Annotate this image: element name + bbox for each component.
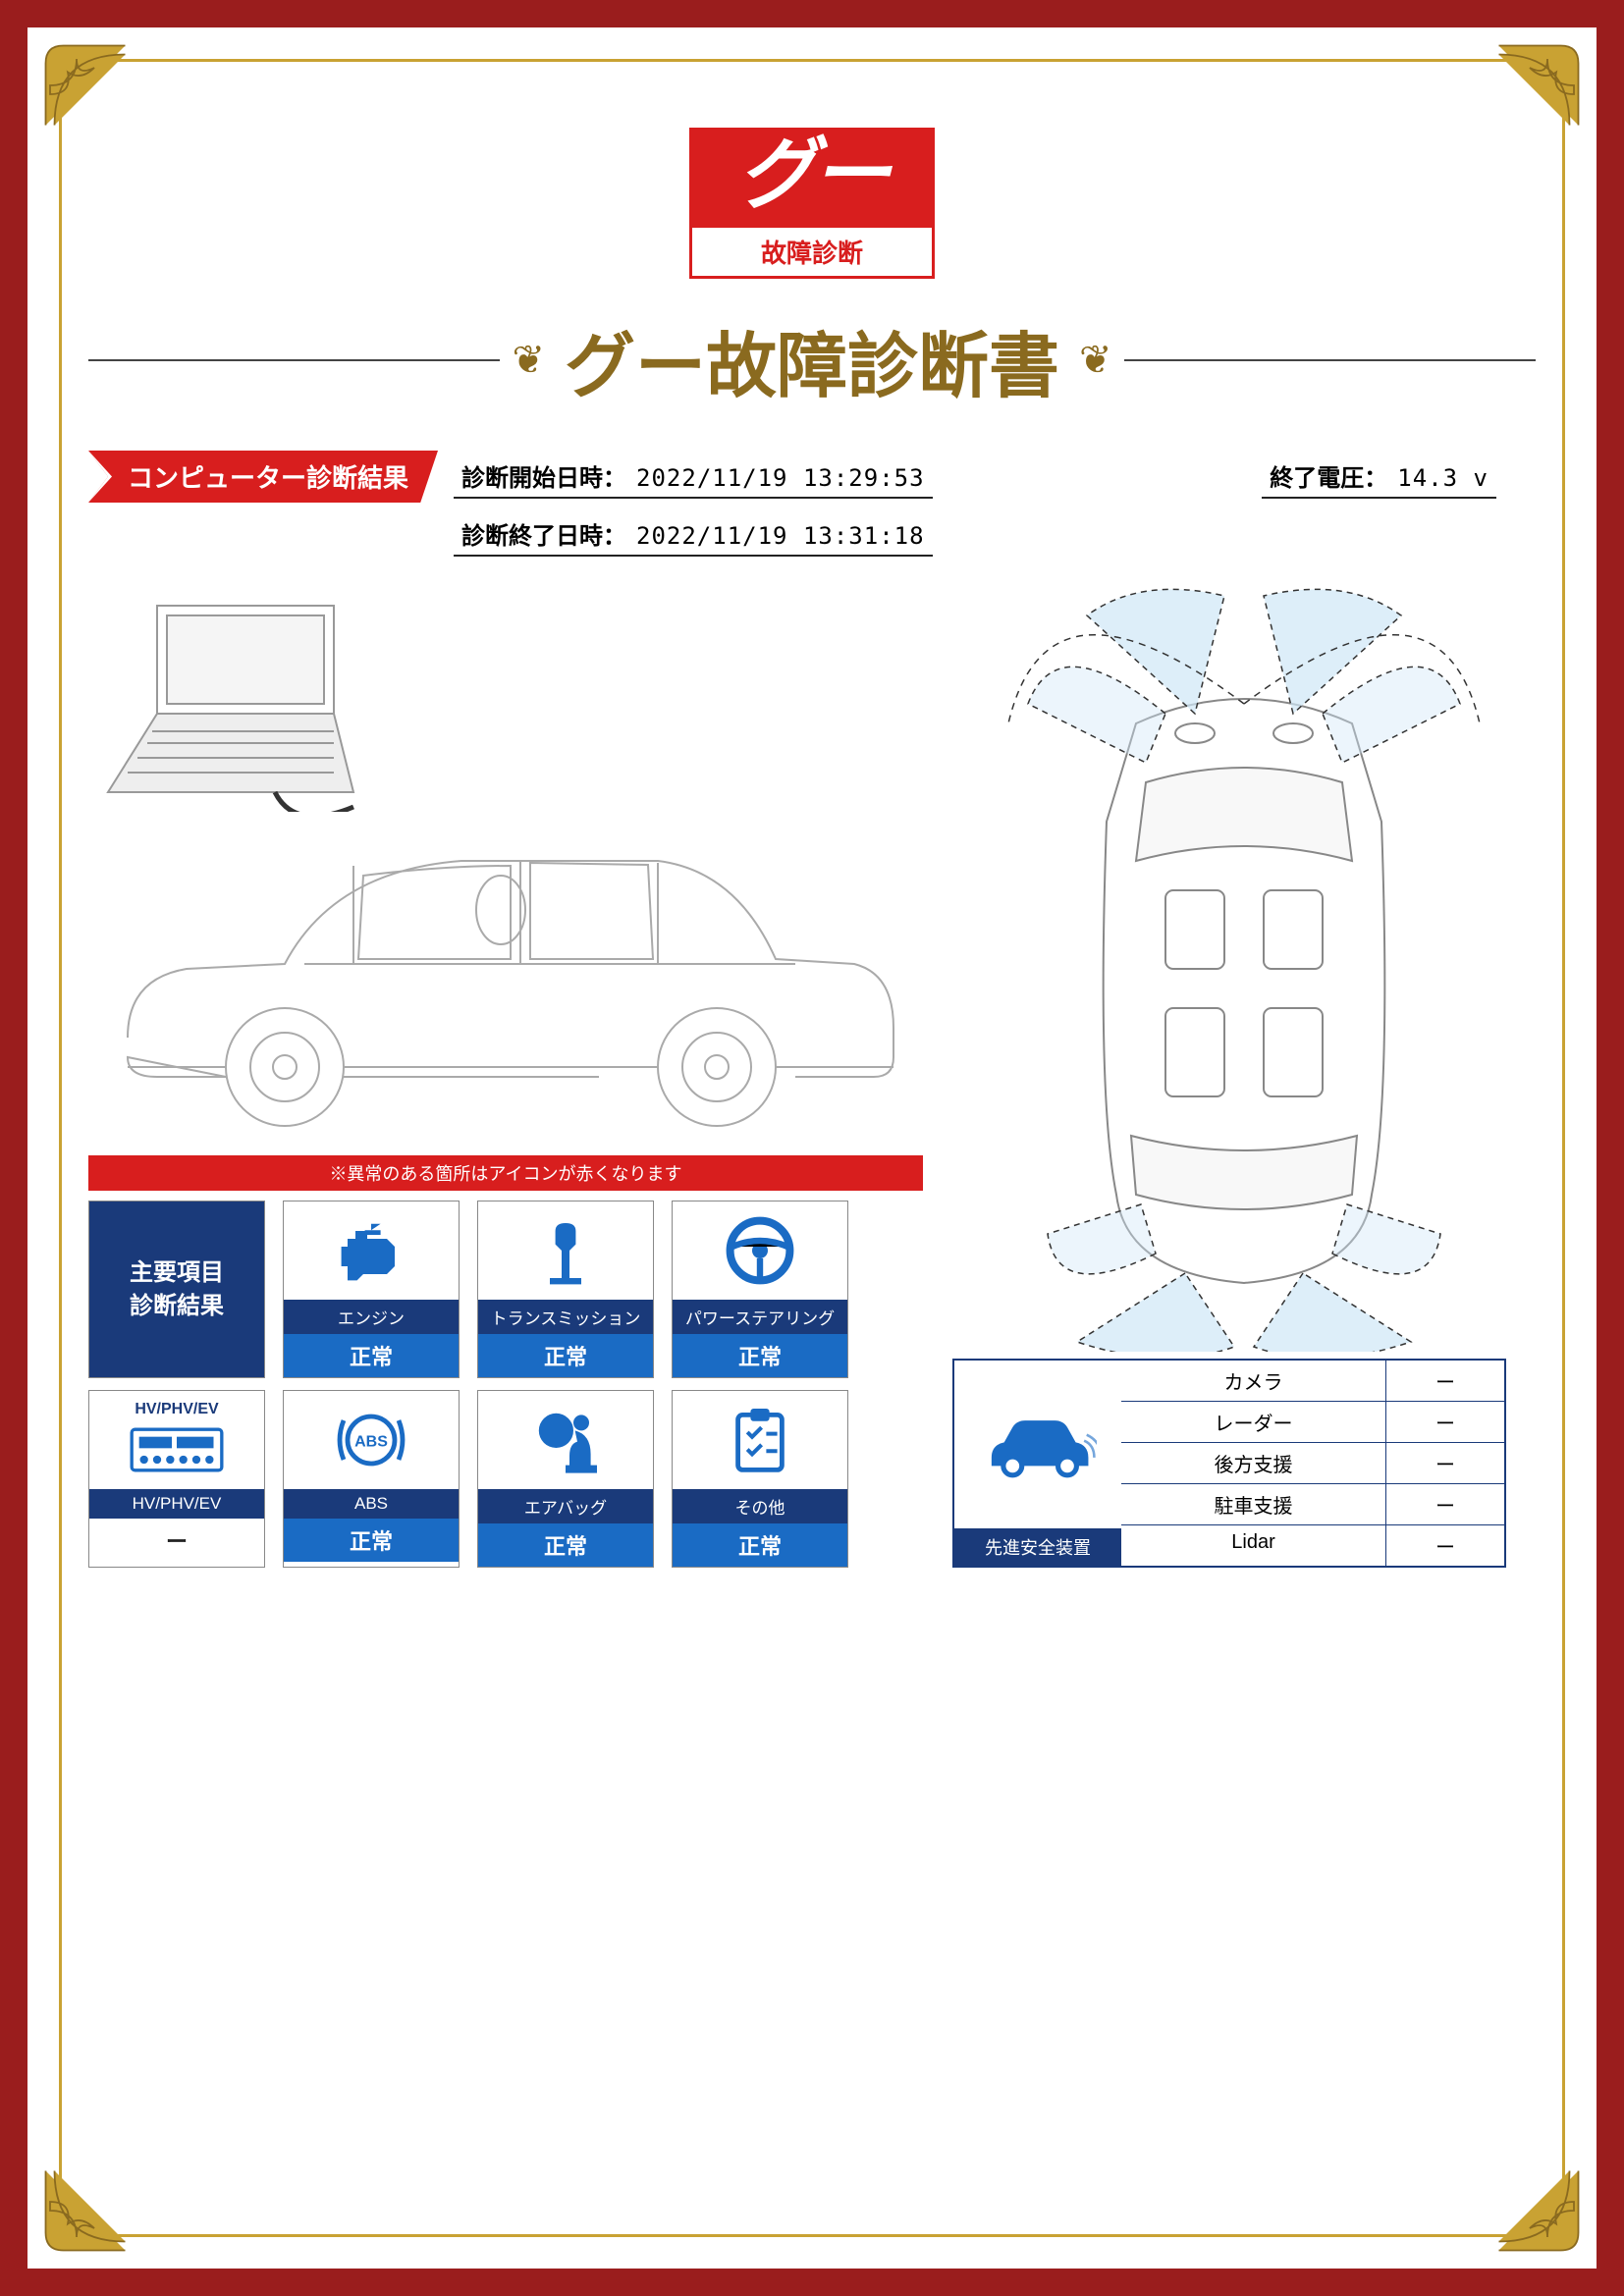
item-status: 正常 bbox=[284, 1334, 459, 1377]
abs-card: ABS ABS 正常 bbox=[283, 1390, 460, 1568]
laptop-icon bbox=[98, 596, 373, 812]
item-status: ー bbox=[89, 1519, 264, 1562]
item-name: エアバッグ bbox=[478, 1489, 653, 1523]
notice-bar: ※異常のある箇所はアイコンが赤くなります bbox=[88, 1155, 923, 1191]
safety-val: ー bbox=[1386, 1525, 1504, 1566]
item-name: HV/PHV/EV bbox=[89, 1489, 264, 1519]
hv-ev-top-label: HV/PHV/EV bbox=[135, 1401, 218, 1418]
end-time-label: 診断終了日時： bbox=[461, 516, 626, 551]
safety-val: ー bbox=[1386, 1443, 1504, 1483]
start-time-label: 診断開始日時： bbox=[461, 458, 626, 493]
airbag-card: エアバッグ 正常 bbox=[477, 1390, 654, 1568]
power-steering-card: パワーステアリング 正常 bbox=[672, 1201, 848, 1378]
grid-header-text: 主要項目 診断結果 bbox=[130, 1256, 224, 1322]
title-row: ❦ グー故障診断書 ❦ bbox=[88, 308, 1536, 411]
safety-val: ー bbox=[1386, 1402, 1504, 1442]
item-name: パワーステアリング bbox=[673, 1300, 847, 1334]
safety-key: 駐車支援 bbox=[1121, 1484, 1386, 1524]
brand-logo: グー 故障診断 bbox=[689, 128, 935, 279]
item-name: ABS bbox=[284, 1489, 459, 1519]
ecu-icon bbox=[128, 1424, 226, 1480]
safety-equipment-table: 先進安全装置 カメラー レーダーー 後方支援ー 駐車支援ー Lidarー bbox=[952, 1359, 1506, 1568]
engine-card: エンジン 正常 bbox=[283, 1201, 460, 1378]
svg-text:ABS: ABS bbox=[354, 1433, 388, 1450]
car-wireframe-icon bbox=[108, 782, 913, 1136]
steering-wheel-icon bbox=[673, 1201, 847, 1300]
abs-icon: ABS bbox=[284, 1391, 459, 1489]
grid-header-card: 主要項目 診断結果 bbox=[88, 1201, 265, 1378]
safety-key: カメラ bbox=[1121, 1361, 1386, 1401]
safety-car-icon bbox=[954, 1361, 1121, 1528]
safety-key: 後方支援 bbox=[1121, 1443, 1386, 1483]
car-top-sensor-diagram bbox=[952, 586, 1536, 1352]
item-name: エンジン bbox=[284, 1300, 459, 1334]
transmission-icon bbox=[478, 1201, 653, 1300]
voltage-value: 14.3 v bbox=[1397, 464, 1489, 492]
section-ribbon: コンピューター診断結果 bbox=[88, 451, 438, 503]
engine-icon bbox=[284, 1201, 459, 1300]
diagnostic-grid: 主要項目 診断結果 エンジン 正常 トランスミッション 正常 パワーステアリング… bbox=[88, 1201, 923, 1568]
flourish-icon: ❦ bbox=[512, 338, 545, 383]
safety-val: ー bbox=[1386, 1484, 1504, 1524]
item-name: トランスミッション bbox=[478, 1300, 653, 1334]
safety-key: Lidar bbox=[1121, 1525, 1386, 1566]
airbag-icon bbox=[478, 1391, 653, 1489]
voltage-label: 終了電圧： bbox=[1270, 458, 1387, 493]
hv-ev-card: HV/PHV/EV HV/PHV/EV ー bbox=[88, 1390, 265, 1568]
item-name: その他 bbox=[673, 1489, 847, 1523]
item-status: 正常 bbox=[478, 1334, 653, 1377]
flourish-icon: ❦ bbox=[1079, 338, 1112, 383]
safety-key: レーダー bbox=[1121, 1402, 1386, 1442]
transmission-card: トランスミッション 正常 bbox=[477, 1201, 654, 1378]
item-status: 正常 bbox=[673, 1334, 847, 1377]
item-status: 正常 bbox=[673, 1523, 847, 1567]
info-bar: コンピューター診断結果 診断開始日時： 2022/11/19 13:29:53 … bbox=[88, 451, 1536, 503]
safety-header: 先進安全装置 bbox=[954, 1528, 1121, 1566]
clipboard-icon bbox=[673, 1391, 847, 1489]
item-status: 正常 bbox=[478, 1523, 653, 1567]
logo-brand-text: グー bbox=[689, 128, 935, 228]
safety-val: ー bbox=[1386, 1361, 1504, 1401]
item-status: 正常 bbox=[284, 1519, 459, 1562]
other-card: その他 正常 bbox=[672, 1390, 848, 1568]
start-time-value: 2022/11/19 13:29:53 bbox=[636, 464, 925, 492]
document-title: グー故障診断書 bbox=[565, 308, 1059, 411]
logo-subtitle: 故障診断 bbox=[689, 228, 935, 279]
end-time-value: 2022/11/19 13:31:18 bbox=[636, 522, 925, 550]
car-side-diagram bbox=[88, 586, 923, 1136]
